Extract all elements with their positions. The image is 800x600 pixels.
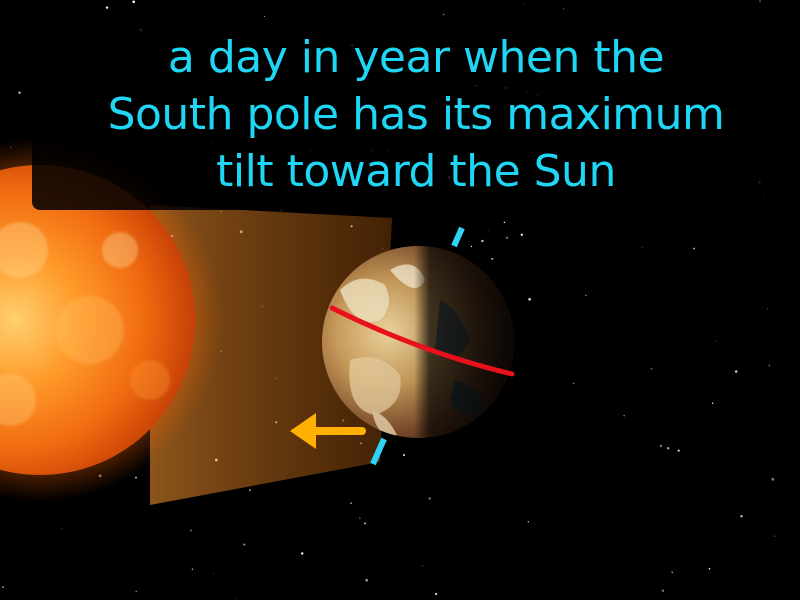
- star: [105, 6, 109, 9]
- direction-arrow: [290, 413, 366, 449]
- earth: [322, 246, 515, 438]
- star: [528, 297, 531, 301]
- star: [491, 257, 494, 260]
- earth-axis-bottom: [370, 437, 387, 466]
- star: [734, 370, 738, 373]
- star: [470, 245, 473, 248]
- star: [189, 529, 192, 532]
- star: [671, 571, 674, 574]
- caption-line-1: a day in year when the: [167, 31, 665, 83]
- star: [191, 568, 194, 570]
- star: [641, 246, 643, 248]
- star: [520, 233, 524, 237]
- star: [243, 543, 246, 546]
- star: [428, 497, 432, 500]
- star: [363, 522, 367, 525]
- star: [365, 578, 369, 582]
- star: [135, 590, 138, 593]
- star: [350, 502, 352, 504]
- star: [212, 573, 214, 575]
- star: [442, 13, 445, 16]
- star: [359, 517, 361, 520]
- star: [659, 444, 662, 447]
- star: [487, 230, 489, 231]
- star: [235, 598, 237, 600]
- star: [771, 477, 775, 481]
- star: [503, 221, 506, 224]
- star: [435, 592, 438, 596]
- star: [422, 565, 423, 567]
- star: [527, 521, 529, 523]
- star: [505, 236, 509, 240]
- star: [767, 308, 769, 310]
- star: [677, 449, 680, 452]
- star: [759, 0, 761, 2]
- star: [667, 447, 670, 450]
- star: [768, 364, 771, 367]
- definition-caption: a day in year when the South pole has it…: [32, 18, 800, 210]
- star: [18, 91, 21, 94]
- star: [563, 8, 565, 10]
- earth-axis-top: [451, 226, 465, 248]
- star: [650, 367, 653, 370]
- star: [708, 567, 711, 570]
- star: [711, 402, 714, 404]
- equator-line: [329, 305, 515, 377]
- star: [402, 454, 406, 457]
- star: [773, 535, 776, 537]
- star: [623, 415, 625, 417]
- star: [1, 586, 5, 589]
- star: [300, 552, 304, 555]
- star: [61, 528, 63, 530]
- sun-surface-texture: [0, 222, 170, 426]
- star: [264, 16, 265, 17]
- caption-line-3: tilt toward the Sun: [216, 145, 616, 197]
- star: [481, 239, 484, 243]
- star: [134, 476, 138, 479]
- star: [740, 514, 743, 518]
- star: [661, 589, 665, 592]
- star: [693, 247, 695, 250]
- star: [714, 340, 716, 342]
- star: [523, 4, 524, 6]
- star: [585, 294, 587, 296]
- star: [248, 489, 251, 492]
- star: [572, 382, 575, 385]
- caption-line-2: South pole has its maximum: [107, 88, 725, 140]
- star: [132, 0, 136, 4]
